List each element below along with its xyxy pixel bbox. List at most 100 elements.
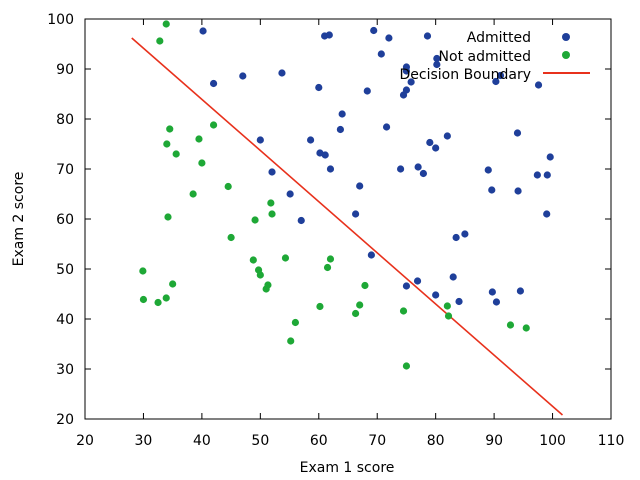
admitted-point xyxy=(432,144,440,152)
not-admitted-point xyxy=(361,281,369,290)
admitted-point xyxy=(306,136,315,144)
admitted-point xyxy=(351,210,360,218)
not-admitted-point xyxy=(323,263,332,272)
axes-frame xyxy=(84,18,612,420)
y-tick-label: 30 xyxy=(56,362,74,378)
admitted-point xyxy=(209,79,218,88)
admitted-point xyxy=(455,297,463,306)
admitted-point xyxy=(315,83,323,92)
admitted-point xyxy=(297,216,305,225)
not-admitted-point xyxy=(267,199,275,207)
data-points-layer xyxy=(139,20,554,370)
not-admitted-point xyxy=(139,267,147,275)
admitted-point xyxy=(488,186,496,194)
admitted-point xyxy=(534,81,543,89)
admitted-point xyxy=(338,110,346,118)
not-admitted-point xyxy=(156,37,164,45)
admitted-point xyxy=(286,190,294,198)
x-tick-label: 110 xyxy=(598,433,625,449)
admitted-point xyxy=(533,171,541,179)
admitted-point xyxy=(426,138,434,147)
not-admitted-point xyxy=(268,210,276,218)
admitted-point xyxy=(402,63,411,71)
x-tick-label: 30 xyxy=(135,433,153,449)
x-tick-label: 100 xyxy=(539,433,566,449)
not-admitted-point xyxy=(198,159,206,167)
admitted-point xyxy=(367,251,375,259)
y-tick-label: 100 xyxy=(47,12,74,28)
not-admitted-point xyxy=(162,20,170,28)
not-admitted-point xyxy=(166,125,174,133)
not-admitted-point xyxy=(139,295,148,304)
admitted-point xyxy=(382,123,391,131)
admitted-point xyxy=(492,298,501,306)
not-admitted-point xyxy=(506,321,515,329)
y-tick-label: 60 xyxy=(56,212,74,228)
not-admitted-point xyxy=(162,294,170,302)
admitted-point xyxy=(543,171,551,179)
y-axis-label: Exam 2 score xyxy=(11,172,27,267)
admitted-point xyxy=(407,78,415,86)
y-tick-label: 70 xyxy=(56,162,74,178)
not-admitted-point xyxy=(316,302,324,311)
y-tick-label: 50 xyxy=(56,262,74,278)
admitted-point xyxy=(414,163,422,171)
admitted-point xyxy=(402,282,411,290)
not-admitted-point xyxy=(402,362,411,370)
decision-boundary-layer xyxy=(131,37,564,416)
admitted-point xyxy=(443,132,451,140)
not-admitted-point xyxy=(169,280,177,288)
x-tick-label: 90 xyxy=(485,433,503,449)
admitted-point xyxy=(336,125,345,134)
admitted-point xyxy=(402,86,411,94)
admitted-point xyxy=(199,27,207,35)
admitted-point xyxy=(433,54,441,63)
not-admitted-point xyxy=(443,302,451,310)
not-admitted-point xyxy=(163,140,171,148)
admitted-point xyxy=(419,169,427,178)
admitted-point xyxy=(370,26,378,35)
admitted-point xyxy=(452,233,460,242)
legend-marker-admitted xyxy=(562,33,570,41)
legend-marker-not-admitted xyxy=(562,51,570,59)
admitted-point xyxy=(268,168,276,176)
not-admitted-point xyxy=(444,312,453,320)
admitted-point xyxy=(413,277,422,285)
admitted-point xyxy=(488,288,496,296)
not-admitted-point xyxy=(249,256,257,264)
admitted-point xyxy=(385,34,393,42)
not-admitted-point xyxy=(287,337,295,345)
x-tick-label: 40 xyxy=(193,433,211,449)
legend-label-admitted: Admitted xyxy=(467,30,531,46)
admitted-point xyxy=(377,50,385,58)
x-tick-label: 60 xyxy=(310,433,328,449)
admitted-point xyxy=(363,87,371,95)
x-tick-label: 70 xyxy=(368,433,386,449)
not-admitted-point xyxy=(224,182,232,191)
admitted-point xyxy=(516,287,525,295)
admitted-point xyxy=(543,210,551,218)
legend: Admitted Not admitted Decision Boundary xyxy=(400,30,590,83)
not-admitted-point xyxy=(351,309,360,318)
not-admitted-point xyxy=(326,255,335,263)
decision-boundary-line xyxy=(131,37,564,416)
x-axis-label: Exam 1 score xyxy=(300,460,395,476)
admitted-point xyxy=(278,69,286,77)
not-admitted-point xyxy=(281,254,290,262)
admitted-point xyxy=(513,129,522,137)
not-admitted-point xyxy=(399,307,408,315)
not-admitted-point xyxy=(172,150,180,158)
not-admitted-point xyxy=(356,301,364,309)
not-admitted-point xyxy=(264,281,272,289)
not-admitted-point xyxy=(164,213,172,221)
admitted-point xyxy=(449,273,457,281)
admitted-point xyxy=(433,60,441,69)
admitted-point xyxy=(423,32,432,40)
y-tick-label: 40 xyxy=(56,312,74,328)
not-admitted-point xyxy=(227,233,235,242)
y-tick-label: 90 xyxy=(56,62,74,78)
not-admitted-point xyxy=(251,216,259,224)
admitted-point xyxy=(256,136,264,144)
